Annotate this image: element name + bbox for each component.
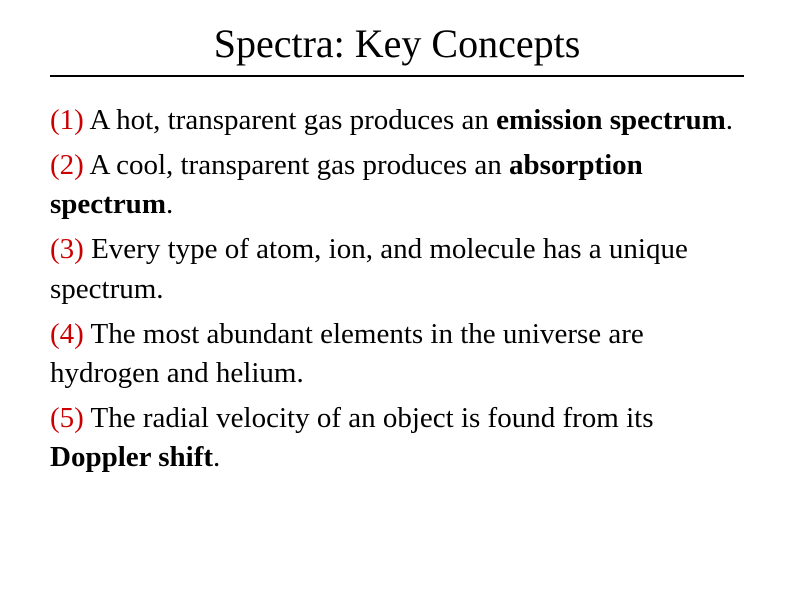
item-text: A cool, transparent gas produces an (84, 149, 509, 181)
item-text: The most abundant elements in the univer… (50, 318, 644, 389)
list-item: (1) A hot, transparent gas produces an e… (50, 101, 744, 140)
title-divider (50, 75, 744, 77)
list-item: (2) A cool, transparent gas produces an … (50, 146, 744, 224)
item-text: Every type of atom, ion, and molecule ha… (50, 233, 688, 304)
item-bold: emission spectrum (496, 104, 726, 136)
list-item: (4) The most abundant elements in the un… (50, 315, 744, 393)
content-list: (1) A hot, transparent gas produces an e… (50, 101, 744, 477)
item-text-after: . (726, 104, 733, 136)
item-text: A hot, transparent gas produces an (84, 104, 496, 136)
item-number: (2) (50, 149, 84, 181)
item-number: (3) (50, 233, 84, 265)
item-text: The radial velocity of an object is foun… (84, 402, 654, 434)
item-text-after: . (166, 188, 173, 220)
item-bold: Doppler shift (50, 441, 213, 473)
item-number: (1) (50, 104, 84, 136)
list-item: (3) Every type of atom, ion, and molecul… (50, 230, 744, 308)
item-text-after: . (213, 441, 220, 473)
slide-title: Spectra: Key Concepts (50, 20, 744, 67)
item-number: (5) (50, 402, 84, 434)
list-item: (5) The radial velocity of an object is … (50, 399, 744, 477)
item-number: (4) (50, 318, 84, 350)
